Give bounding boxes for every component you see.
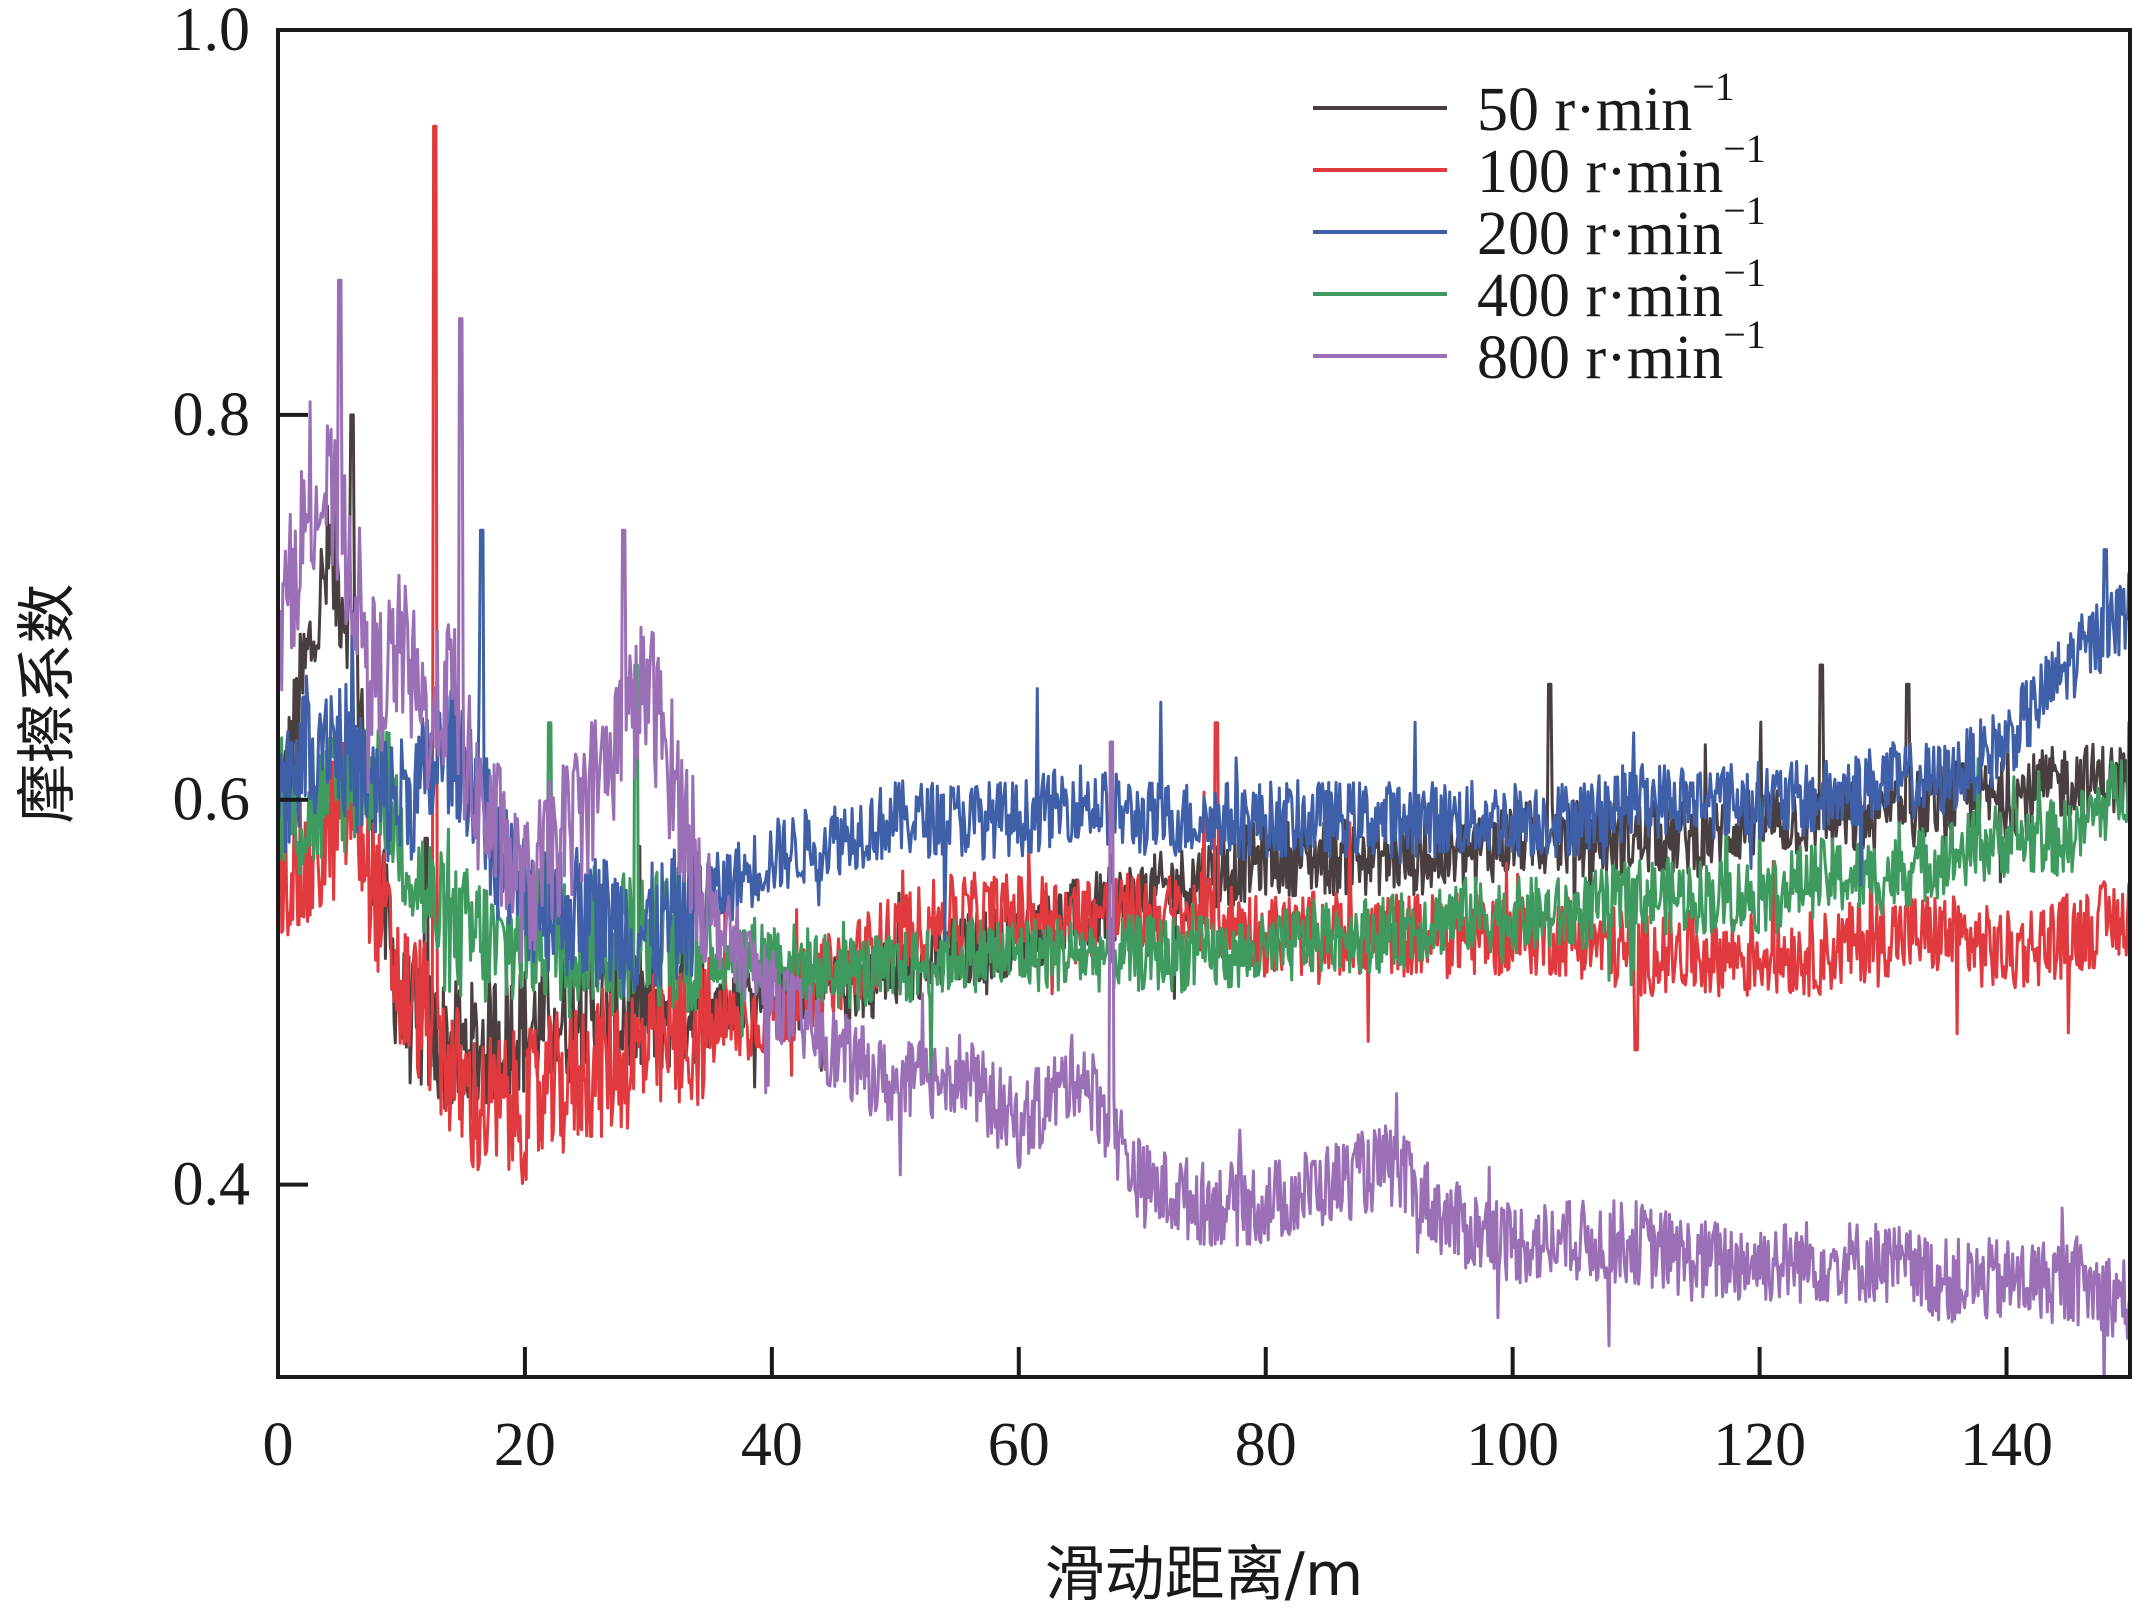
legend-label: 100 r·min−1 — [1477, 126, 1766, 206]
series-line-3 — [278, 528, 2130, 998]
legend-label: 50 r·min−1 — [1477, 64, 1735, 144]
legend-label: 200 r·min−1 — [1477, 188, 1766, 268]
series-group — [278, 124, 2130, 1377]
x-tick-label: 40 — [741, 1411, 803, 1479]
x-tick-label: 60 — [988, 1411, 1050, 1479]
y-tick-label: 0.4 — [173, 1151, 251, 1219]
ticks-group: 0 20 40 60 80 100 120 140 0.4 0.6 0.8 1.0 — [173, 0, 2054, 1479]
x-tick-label: 140 — [1960, 1411, 2053, 1479]
y-tick-label: 0.6 — [173, 766, 251, 834]
x-tick-label: 80 — [1235, 1411, 1297, 1479]
legend-label: 400 r·min−1 — [1477, 250, 1766, 330]
x-tick-label: 120 — [1713, 1411, 1806, 1479]
x-axis-title: 滑动距离/m — [1045, 1540, 1364, 1609]
series-line-5 — [278, 278, 2130, 1377]
y-axis-title-text: 摩擦系数 — [13, 584, 83, 824]
y-tick-label: 0.8 — [173, 381, 251, 449]
x-tick-label: 0 — [263, 1411, 294, 1479]
plot-frame — [276, 28, 2132, 1379]
x-tick-label: 100 — [1466, 1411, 1559, 1479]
y-tick-label: 1.0 — [173, 0, 251, 64]
y-axis-title: 摩擦系数 — [13, 584, 83, 824]
legend-label: 800 r·min−1 — [1477, 312, 1766, 392]
series-line-2 — [278, 124, 2130, 1185]
x-tick-label: 20 — [494, 1411, 556, 1479]
